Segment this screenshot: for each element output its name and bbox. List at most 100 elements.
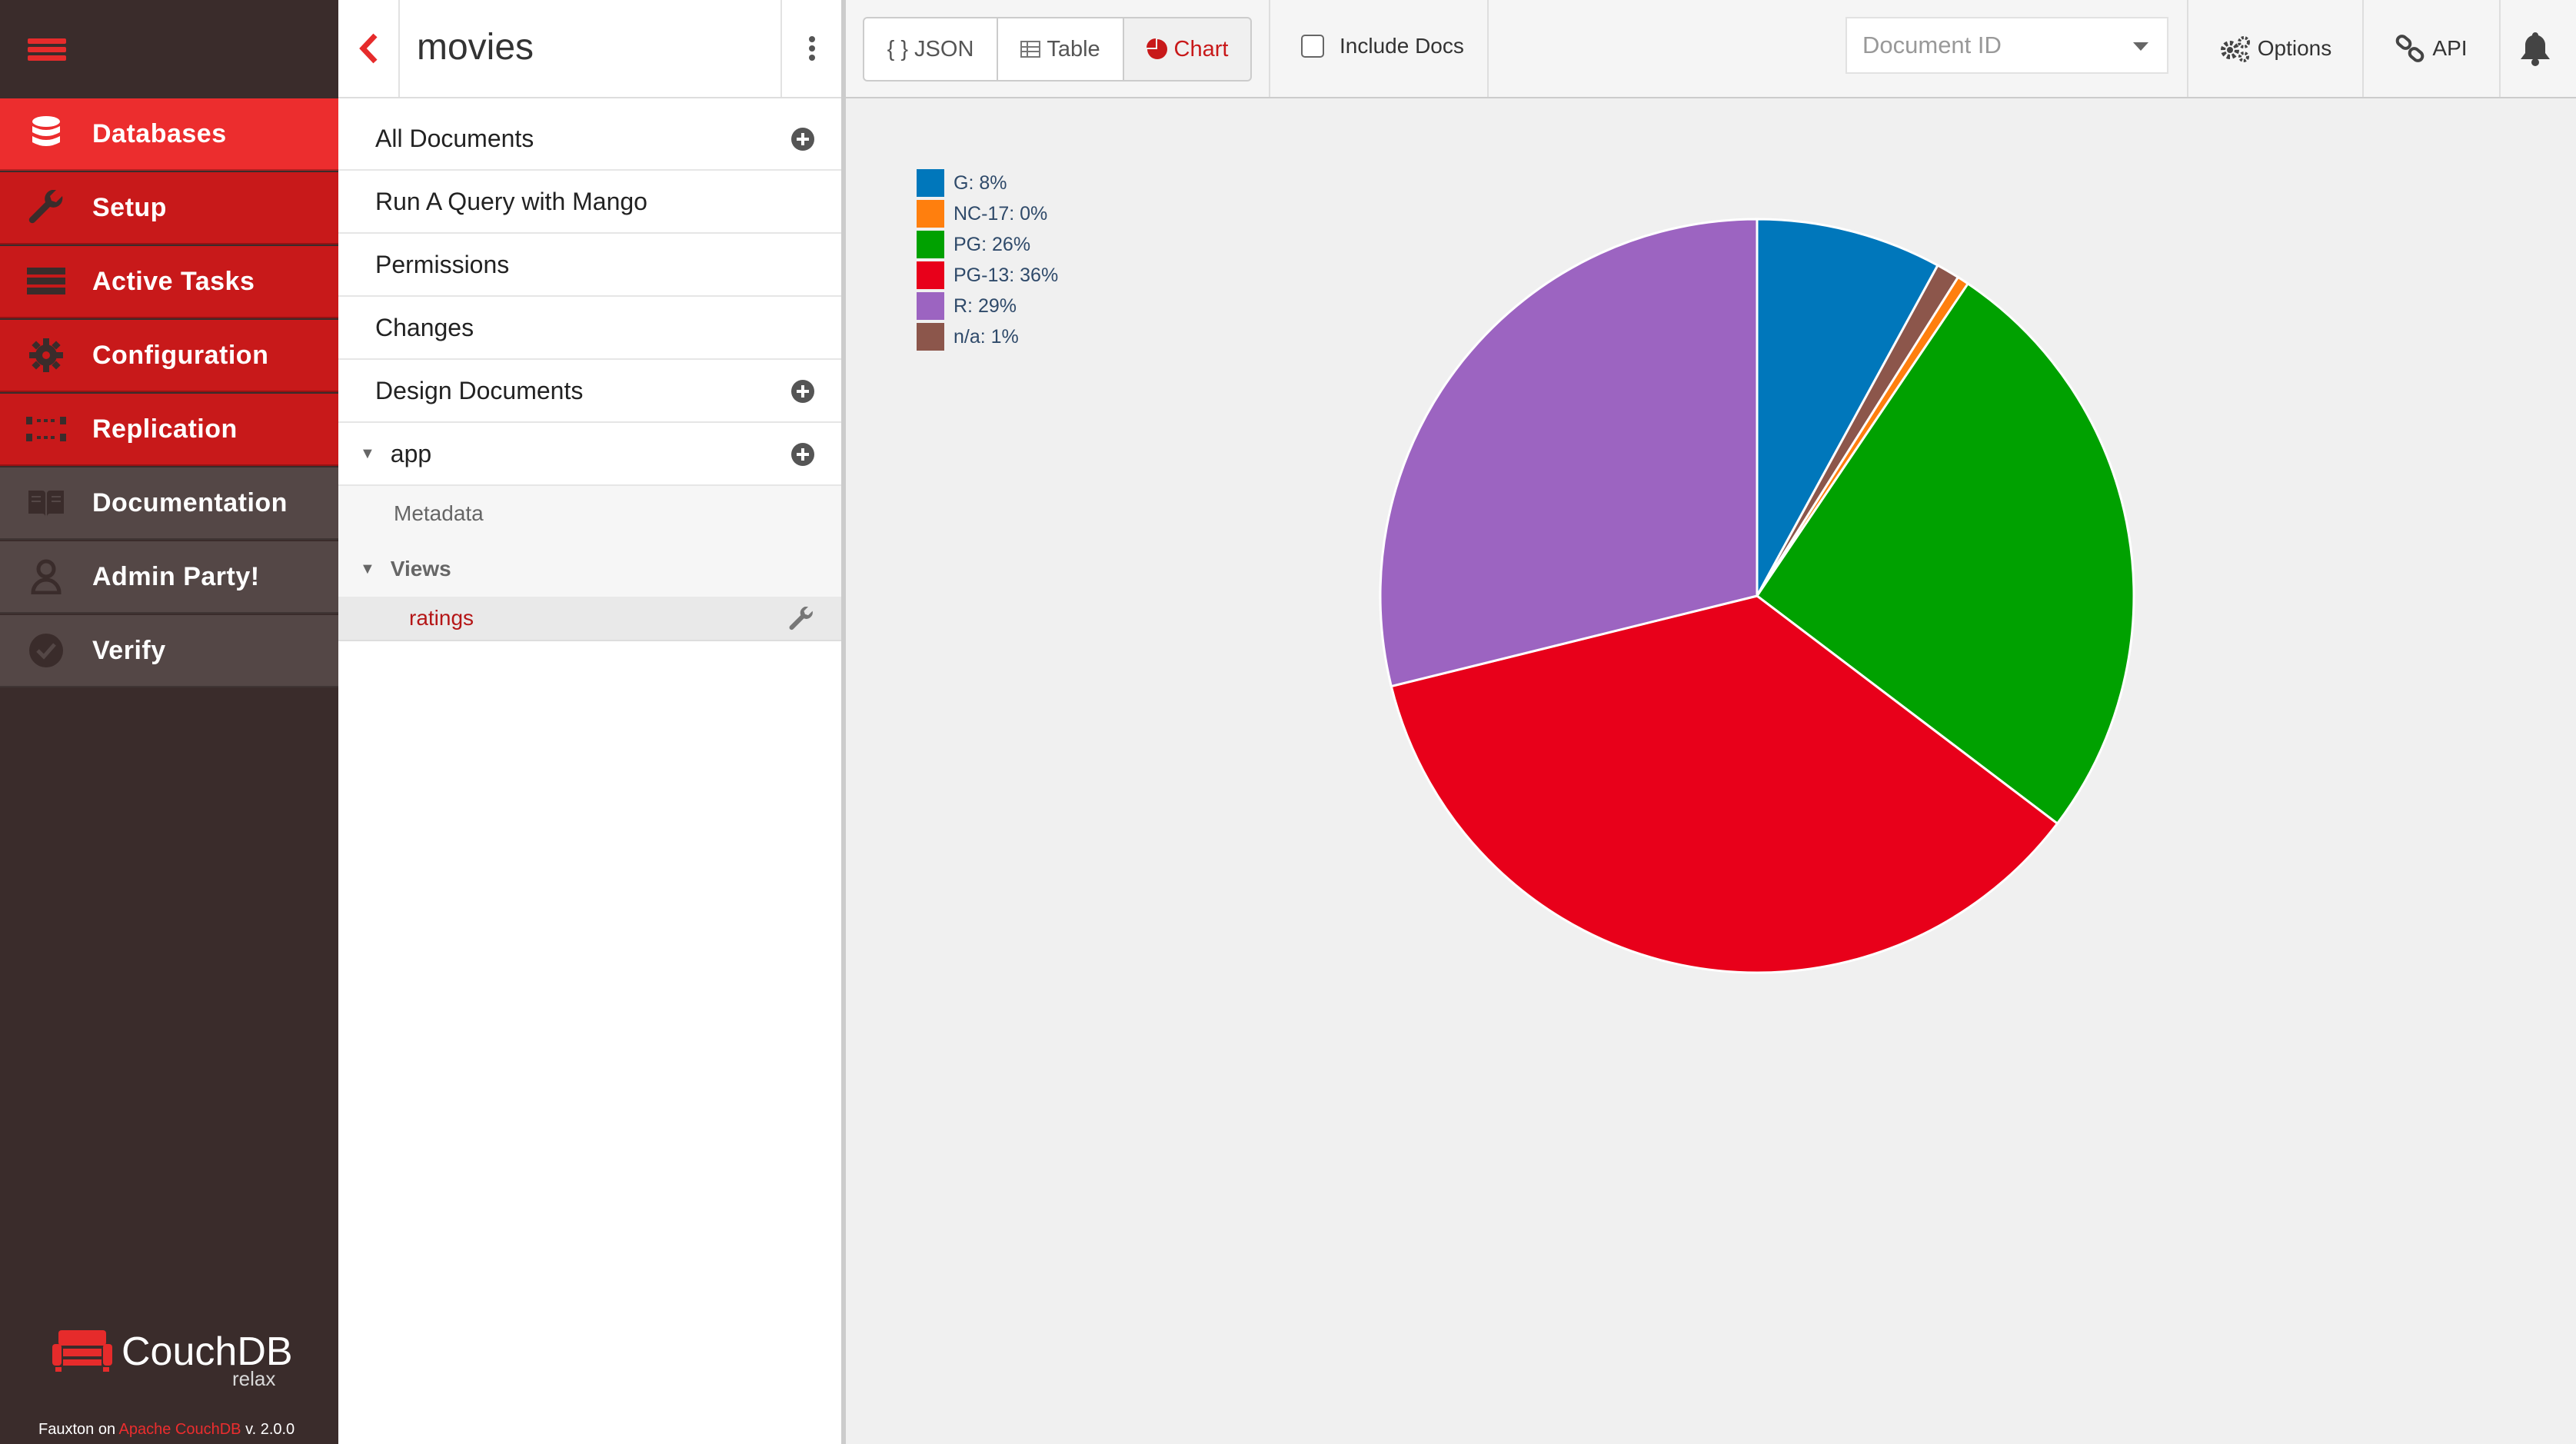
add-document-icon[interactable] [790, 127, 815, 151]
json-view-button[interactable]: { } JSON [863, 17, 998, 82]
chevron-down-icon [2133, 42, 2148, 51]
wrench-icon[interactable] [789, 607, 814, 631]
gears-icon [2220, 36, 2250, 62]
options-button[interactable]: Options [2188, 0, 2362, 97]
api-label: API [2432, 36, 2468, 60]
expand-triangle-icon[interactable]: ▼ [360, 560, 375, 577]
back-button[interactable] [338, 0, 400, 97]
pie-chart-icon [1146, 38, 1167, 59]
nav-item-active-tasks[interactable]: Active Tasks [0, 246, 338, 318]
nav-item-verify[interactable]: Verify [0, 615, 338, 687]
sidebar-item-all-documents[interactable]: All Documents [338, 108, 841, 171]
user-icon [0, 541, 92, 613]
views-group[interactable]: ▼ Views [338, 541, 841, 597]
view-item-ratings[interactable]: ratings [338, 597, 841, 641]
json-view-label: JSON [914, 36, 974, 62]
nav-item-admin-party[interactable]: Admin Party! [0, 541, 338, 614]
pie-slice-pg-13[interactable] [1390, 594, 2059, 974]
toolbar-divider [2187, 0, 2188, 97]
nav-item-label: Databases [92, 118, 227, 148]
legend-item-pg-13[interactable]: PG-13: 36% [917, 260, 1058, 291]
gear-icon [0, 319, 92, 391]
expand-triangle-icon[interactable]: ▼ [360, 444, 375, 462]
legend-label: G: 8% [954, 171, 1007, 194]
kebab-menu-icon [808, 36, 815, 61]
legend-item-n-a[interactable]: n/a: 1% [917, 321, 1058, 352]
wrench-icon [0, 171, 92, 244]
main-nav: Databases Setup Active Tasks Configurati… [0, 0, 338, 1444]
chart-legend: G: 8% NC-17: 0% PG: 26% PG-13: 36% R: 29% n/a… [917, 168, 1058, 352]
table-icon [1020, 41, 1041, 58]
add-view-icon[interactable] [790, 442, 815, 467]
document-id-placeholder: Document ID [1862, 32, 2002, 58]
sidebar-header: movies [338, 0, 841, 98]
sidebar-item-design-documents[interactable]: Design Documents [338, 360, 841, 423]
tasks-icon [0, 245, 92, 318]
toolbar-divider [2499, 0, 2501, 97]
pie-slice-pg[interactable] [1755, 281, 2135, 826]
couchdb-logo: CouchDB [52, 1329, 293, 1375]
pie-slice-g[interactable] [1756, 218, 1940, 597]
chart-view-button[interactable]: Chart [1123, 17, 1252, 82]
brand-name: CouchDB [121, 1329, 293, 1374]
brand-tagline: relax [232, 1367, 276, 1390]
legend-swatch [917, 200, 944, 228]
notifications-button[interactable] [2501, 0, 2576, 97]
legend-swatch [917, 231, 944, 258]
sidebar-item-label: Run A Query with Mango [375, 187, 647, 215]
couch-icon [52, 1330, 112, 1372]
view-name: ratings [409, 606, 474, 630]
nav-item-configuration[interactable]: Configuration [0, 320, 338, 392]
toolbar-divider [1269, 0, 1270, 97]
nav-item-documentation[interactable]: Documentation [0, 467, 338, 540]
include-docs-checkbox[interactable] [1301, 35, 1324, 58]
legend-item-pg[interactable]: PG: 26% [917, 229, 1058, 260]
legend-label: PG-13: 36% [954, 264, 1059, 286]
sidebar-item-label: All Documents [375, 124, 534, 152]
link-icon [2396, 35, 2425, 62]
apache-couchdb-link[interactable]: Apache CouchDB [118, 1421, 241, 1438]
include-docs-toggle[interactable]: Include Docs [1301, 34, 1464, 58]
table-view-button[interactable]: Table [997, 17, 1124, 82]
legend-item-nc-17[interactable]: NC-17: 0% [917, 198, 1058, 229]
design-doc-metadata[interactable]: Metadata [338, 486, 841, 541]
sidebar-item-changes[interactable]: Changes [338, 297, 841, 360]
nav-item-setup[interactable]: Setup [0, 172, 338, 245]
nav-item-label: Active Tasks [92, 266, 255, 296]
add-design-doc-icon[interactable] [790, 379, 815, 404]
nav-item-label: Configuration [92, 340, 269, 370]
database-icon [0, 98, 92, 170]
table-view-label: Table [1047, 36, 1100, 62]
menu-toggle-button[interactable] [0, 0, 338, 98]
nav-item-replication[interactable]: Replication [0, 394, 338, 466]
database-actions-button[interactable] [780, 0, 841, 97]
include-docs-label: Include Docs [1340, 34, 1464, 58]
document-id-select[interactable]: Document ID [1845, 17, 2168, 74]
legend-label: NC-17: 0% [954, 202, 1048, 225]
legend-item-r[interactable]: R: 29% [917, 291, 1058, 321]
check-circle-icon [0, 614, 92, 687]
pie-chart [1379, 218, 2135, 974]
sidebar-item-permissions[interactable]: Permissions [338, 234, 841, 297]
legend-swatch [917, 323, 944, 351]
pie-slice-r[interactable] [1379, 218, 1759, 688]
design-doc-app[interactable]: ▼ app [338, 423, 841, 486]
legend-swatch [917, 169, 944, 197]
metadata-label: Metadata [394, 501, 484, 525]
hamburger-icon-bar-1 [28, 38, 66, 44]
chart-panel: G: 8% NC-17: 0% PG: 26% PG-13: 36% R: 29% n/a… [846, 100, 2576, 1444]
version-footer: Fauxton on Apache CouchDB v. 2.0.0 [38, 1421, 295, 1439]
options-label: Options [2257, 36, 2332, 60]
book-icon [0, 467, 92, 539]
sidebar-item-mango-query[interactable]: Run A Query with Mango [338, 171, 841, 234]
legend-swatch [917, 261, 944, 289]
legend-label: PG: 26% [954, 233, 1031, 255]
legend-item-g[interactable]: G: 8% [917, 168, 1058, 198]
legend-label: n/a: 1% [954, 325, 1019, 348]
database-sidebar: movies All Documents Run A Query with Ma… [338, 0, 846, 1444]
replication-icon [0, 393, 92, 465]
api-button[interactable]: API [2364, 0, 2499, 97]
nav-item-databases[interactable]: Databases [0, 98, 338, 171]
nav-item-label: Verify [92, 635, 166, 665]
database-title: movies [417, 27, 534, 68]
